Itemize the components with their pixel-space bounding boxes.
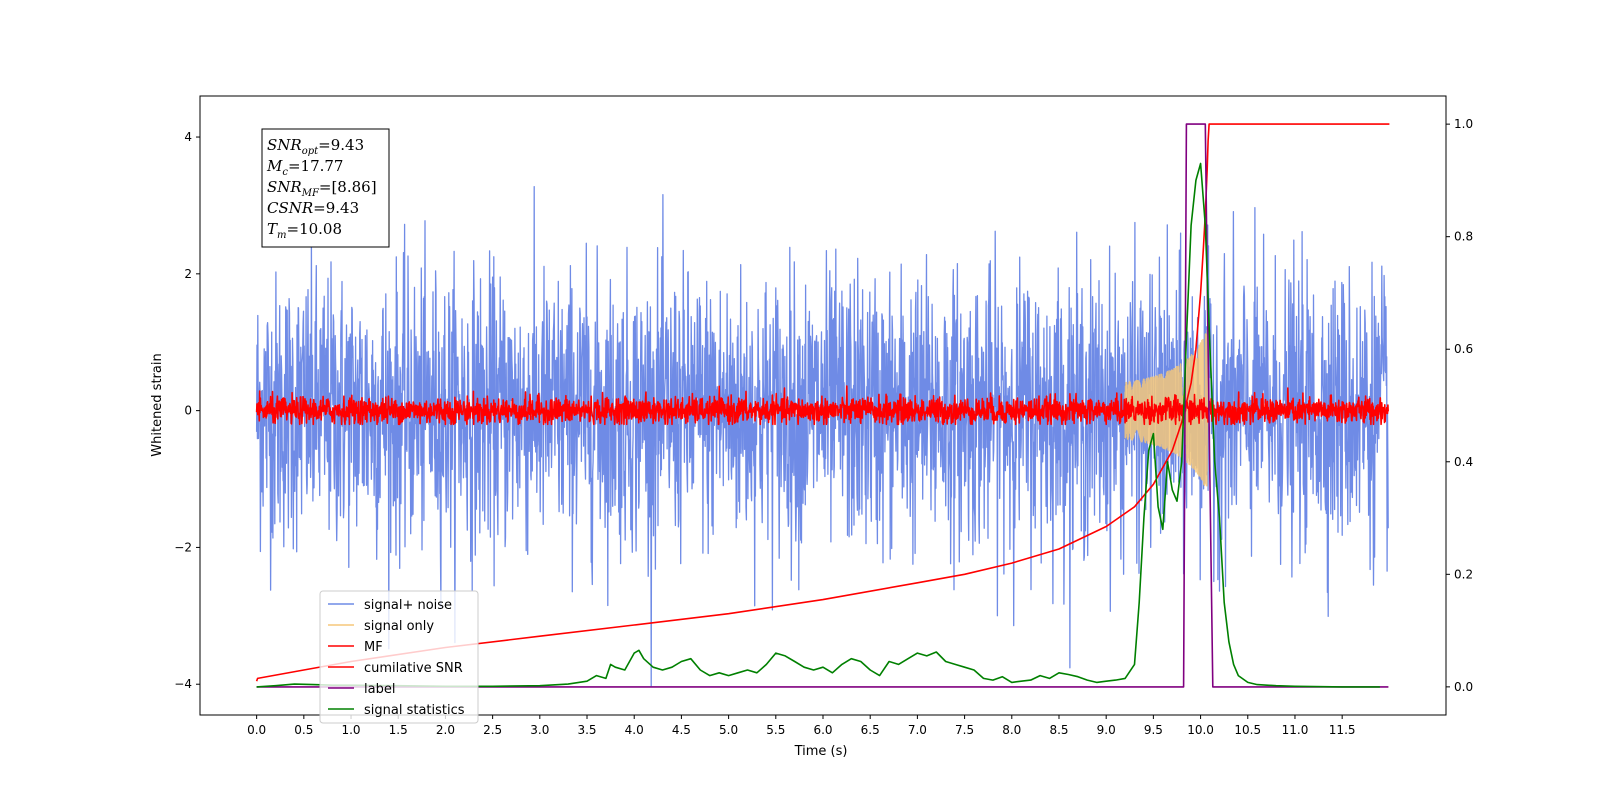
x-tick-label: 5.0	[719, 723, 738, 737]
y-right-tick-label: 0.6	[1454, 342, 1473, 356]
x-tick-label: 4.0	[625, 723, 644, 737]
legend-frame	[319, 590, 479, 724]
legend-label-signal-noise: signal+ noise	[364, 598, 452, 613]
y-axis-right: 0.0 0.2 0.4 0.6 0.8 1.0	[1446, 117, 1473, 694]
stats-line: SNRopt=9.43	[267, 136, 364, 157]
x-tick-label: 11.0	[1282, 723, 1309, 737]
x-tick-label: 10.5	[1234, 723, 1261, 737]
y-left-tick-label: 4	[184, 130, 192, 144]
series-line-cumilative-snr	[255, 123, 1390, 682]
x-axis: 0.0 0.5 1.0 1.5 2.0 2.5 3.0 3.5 4.0 4.5 5.0 5.5 6.0 6…	[247, 715, 1356, 737]
x-tick-label: 7.0	[908, 723, 927, 737]
stats-line-base: CSNR	[267, 199, 313, 217]
y-right-tick-label: 1.0	[1454, 117, 1473, 131]
x-tick-label: 6.5	[861, 723, 880, 737]
x-tick-label: 9.0	[1097, 723, 1116, 737]
stats-line-sub: c	[282, 167, 288, 178]
y-left-tick-label: 0	[184, 404, 192, 418]
stats-line-value: =17.77	[288, 157, 344, 175]
y-axis-left: −4 −2 0 2 4	[174, 130, 200, 691]
x-tick-label: 7.5	[955, 723, 974, 737]
series-line-signal-statistics	[256, 162, 1380, 688]
series-line-signal-only	[1124, 329, 1220, 487]
series-layer	[255, 123, 1390, 688]
stats-line-base: T	[267, 220, 278, 238]
x-tick-label: 6.0	[813, 723, 832, 737]
x-tick-label: 0.0	[247, 723, 266, 737]
stats-line-base: SNR	[267, 178, 302, 196]
x-tick-label: 2.0	[436, 723, 455, 737]
y-left-tick-label: −4	[174, 677, 192, 691]
stats-box-frame	[261, 128, 390, 248]
series-line-label	[256, 123, 1389, 688]
stats-line: SNRMF=[8.86]	[267, 178, 377, 199]
x-tick-label: 5.5	[766, 723, 785, 737]
stats-line-base: SNR	[267, 136, 302, 154]
legend-label-signal-only: signal only	[364, 619, 434, 634]
x-tick-label: 8.0	[1002, 723, 1021, 737]
x-tick-label: 0.5	[294, 723, 313, 737]
y-right-tick-label: 0.4	[1454, 455, 1473, 469]
stats-line-value: =9.43	[318, 136, 364, 154]
y-right-tick-label: 0.8	[1454, 230, 1473, 244]
series-line-mf	[255, 385, 1389, 426]
y-left-tick-label: 2	[184, 267, 192, 281]
x-axis-label: Time (s)	[794, 744, 848, 759]
stats-line: Mc=17.77	[266, 157, 343, 178]
stats-line-value: =9.43	[313, 199, 359, 217]
y-axis-label: Whitened strain	[150, 353, 165, 456]
stats-box: SNRopt=9.43Mc=17.77SNRMF=[8.86]CSNR=9.43…	[261, 128, 390, 248]
x-tick-label: 3.5	[577, 723, 596, 737]
x-tick-label: 8.5	[1049, 723, 1068, 737]
stats-line: Tm=10.08	[267, 220, 342, 241]
legend-label-label: label	[364, 682, 395, 697]
y-right-tick-label: 0.2	[1454, 567, 1473, 581]
stats-line-sub: m	[277, 230, 286, 241]
x-tick-label: 11.5	[1329, 723, 1356, 737]
y-right-tick-label: 0.0	[1454, 680, 1473, 694]
stats-line: CSNR=9.43	[267, 199, 359, 217]
legend-label-cumilative-snr: cumilative SNR	[364, 661, 463, 676]
x-tick-label: 10.0	[1187, 723, 1214, 737]
legend-label-mf: MF	[364, 640, 383, 655]
x-tick-label: 1.0	[341, 723, 360, 737]
stats-line-value: =10.08	[287, 220, 343, 238]
stats-line-value: =[8.86]	[319, 178, 377, 196]
legend: signal+ noise signal only MF cumilative SNR…	[319, 590, 479, 724]
legend-label-signal-statistics: signal statistics	[364, 703, 465, 718]
x-tick-label: 2.5	[483, 723, 502, 737]
x-tick-label: 9.5	[1144, 723, 1163, 737]
stats-line-sub: opt	[302, 146, 319, 157]
stats-line-base: M	[266, 157, 283, 175]
x-tick-label: 3.0	[530, 723, 549, 737]
stats-line-sub: MF	[301, 188, 320, 199]
x-tick-label: 1.5	[389, 723, 408, 737]
x-tick-label: 4.5	[672, 723, 691, 737]
y-left-tick-label: −2	[174, 540, 192, 554]
